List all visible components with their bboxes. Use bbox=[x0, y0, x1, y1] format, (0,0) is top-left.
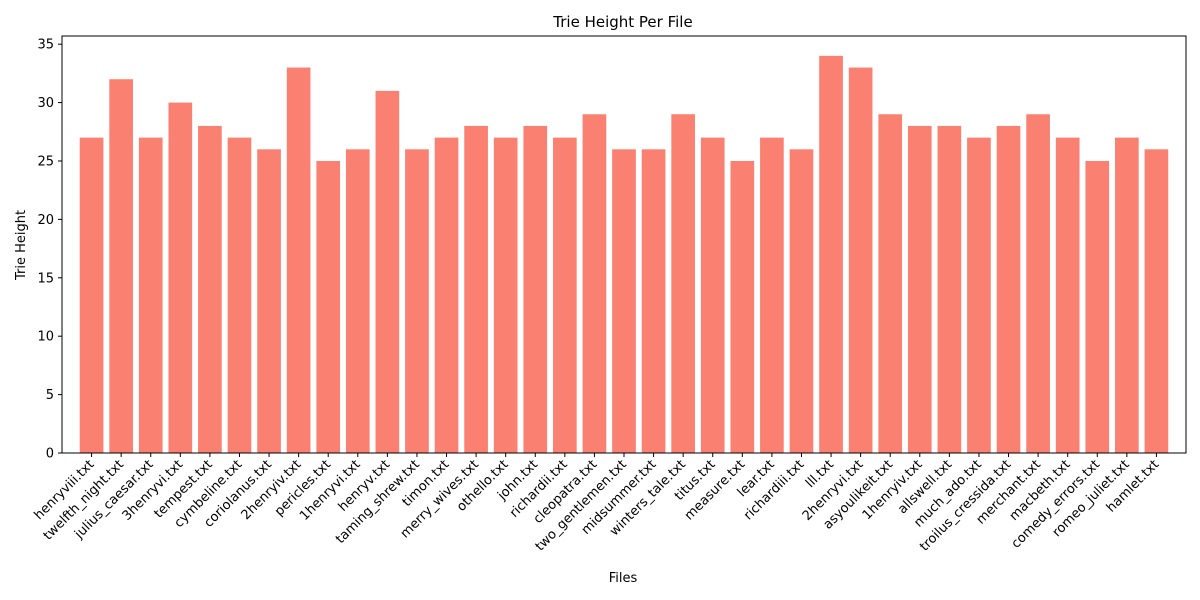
bar-winters-tale-txt bbox=[671, 114, 695, 454]
bar-comedy-errors-txt bbox=[1085, 160, 1110, 453]
bar-tempest-txt bbox=[198, 125, 222, 454]
bar-merry-wives-txt bbox=[464, 125, 488, 454]
x-axis-label: Files bbox=[609, 571, 638, 586]
y-tick-label: 30 bbox=[37, 96, 54, 111]
bar-troilus-cressida-txt bbox=[996, 125, 1021, 454]
bar-othello-txt bbox=[493, 137, 518, 454]
bar-1henryiv-txt bbox=[907, 125, 932, 454]
bar-titus-txt bbox=[700, 137, 725, 454]
bar-midsummer-txt bbox=[641, 149, 666, 453]
bar-merchant-txt bbox=[1026, 114, 1050, 454]
bar-asyoulikeit-txt bbox=[878, 114, 903, 454]
y-tick-label: 25 bbox=[37, 154, 54, 169]
y-tick-label: 15 bbox=[37, 271, 54, 286]
bar-macbeth-txt bbox=[1055, 137, 1080, 454]
bar-measure-txt bbox=[730, 160, 755, 453]
bar-allswell-txt bbox=[937, 125, 962, 454]
bar-twelfth-night-txt bbox=[109, 79, 133, 453]
bar-lear-txt bbox=[760, 137, 784, 454]
y-tick-label: 20 bbox=[37, 213, 54, 228]
bar-taming-shrew-txt bbox=[405, 149, 429, 453]
plot-frame bbox=[61, 35, 1187, 454]
y-tick-label: 10 bbox=[37, 330, 54, 345]
bar-henryv-txt bbox=[375, 90, 400, 453]
bar-cleopatra-txt bbox=[582, 114, 607, 454]
bar-hamlet-txt bbox=[1144, 149, 1169, 453]
bar-coriolanus-txt bbox=[257, 149, 281, 453]
y-tick-label: 35 bbox=[37, 38, 54, 53]
bar-1henryvi-txt bbox=[345, 149, 370, 453]
bar-two-gentlemen-txt bbox=[612, 149, 636, 453]
bar-cymbeline-txt bbox=[227, 137, 252, 454]
y-tick-label: 5 bbox=[46, 388, 54, 403]
bar-much-ado-txt bbox=[967, 137, 991, 454]
bar-2henryvi-txt bbox=[848, 67, 873, 454]
bar-3henryvi-txt bbox=[168, 102, 193, 453]
x-axis-ticks: henryviii.txttwelfth_night.txtjulius_cae… bbox=[32, 453, 1162, 554]
y-axis-label: Trie Height bbox=[14, 210, 29, 281]
y-axis-ticks: 0 5 10 15 20 25 30 35 bbox=[37, 38, 62, 462]
chart-title: Trie Height Per File bbox=[552, 13, 692, 31]
y-tick-label: 0 bbox=[46, 447, 54, 462]
bar-richardiii-txt bbox=[789, 149, 814, 453]
bar-pericles-txt bbox=[316, 160, 341, 453]
bar-henryviii-txt bbox=[79, 137, 104, 454]
bar-julius-caesar-txt bbox=[138, 137, 163, 454]
bar-richardii-txt bbox=[553, 137, 577, 454]
bar-lll-txt bbox=[819, 55, 843, 453]
bar-romeo-juliet-txt bbox=[1115, 137, 1139, 454]
bar-timon-txt bbox=[434, 137, 459, 454]
bar-2henryiv-txt bbox=[286, 67, 311, 454]
bars bbox=[79, 55, 1169, 454]
bar-john-txt bbox=[523, 125, 548, 454]
